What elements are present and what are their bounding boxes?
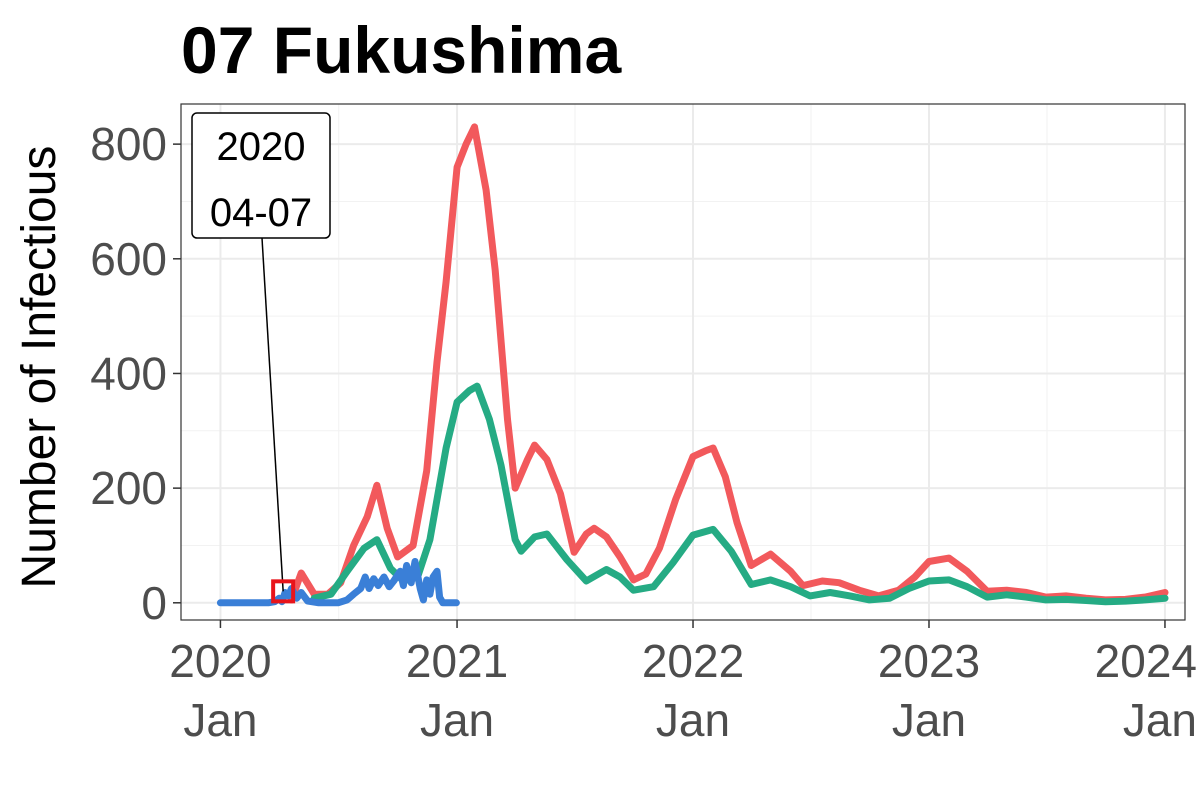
annotation-marker bbox=[271, 579, 296, 604]
series-line-2 bbox=[310, 382, 1169, 606]
annotation: 2020 04-07 bbox=[191, 112, 331, 604]
grid bbox=[181, 104, 1185, 620]
x-tick-label-month: Jan bbox=[892, 694, 966, 746]
x-tick-label-month: Jan bbox=[656, 694, 730, 746]
series-line-1 bbox=[288, 123, 1169, 604]
series-line-3 bbox=[216, 558, 460, 607]
x-tick-label-year: 2023 bbox=[878, 635, 980, 687]
x-tick-label-year: 2021 bbox=[406, 635, 508, 687]
annotation-box bbox=[191, 112, 331, 239]
y-axis-label: Number of Infectious bbox=[13, 146, 66, 589]
y-tick-label: 800 bbox=[90, 118, 167, 170]
series-group bbox=[216, 123, 1169, 607]
x-tick-label-year: 2024 bbox=[1095, 635, 1197, 687]
x-tick-label-year: 2022 bbox=[642, 635, 744, 687]
x-tick-label-month: Jan bbox=[183, 694, 257, 746]
annotation-line-1: 2020 bbox=[217, 125, 306, 169]
y-tick-label: 200 bbox=[90, 462, 167, 514]
y-tick-label: 600 bbox=[90, 233, 167, 285]
x-tick-label-month: Jan bbox=[1123, 694, 1197, 746]
annotation-line-2: 04-07 bbox=[210, 191, 312, 235]
y-tick-label: 0 bbox=[141, 577, 167, 629]
plot-border bbox=[180, 103, 1186, 621]
chart-title: 07 Fukushima bbox=[181, 13, 622, 87]
x-tick-label-month: Jan bbox=[420, 694, 494, 746]
y-tick-label: 400 bbox=[90, 347, 167, 399]
axes: 0 200 400 600 800 2020 Jan 2021 Jan 2022 Jan 2023 Ja… bbox=[90, 118, 1197, 746]
annotation-leader-line bbox=[261, 237, 284, 592]
x-tick-label-year: 2020 bbox=[169, 635, 271, 687]
